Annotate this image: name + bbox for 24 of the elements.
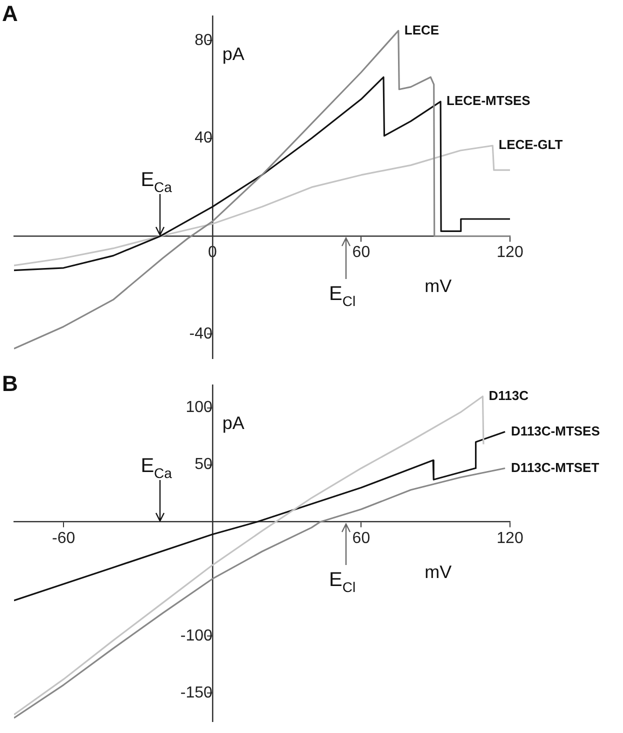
y-tick-label: -100 [180, 627, 212, 644]
y-tick-label: -40 [189, 325, 212, 342]
y-tick-label: 80 [194, 32, 212, 49]
y-axis-title: pA [222, 44, 244, 64]
chart-title: B [2, 371, 18, 396]
y-axis-title: pA [222, 413, 244, 433]
series-label: LECE-MTSES [446, 93, 531, 108]
y-tick-label: 50 [194, 456, 212, 474]
y-tick-label: 100 [186, 399, 212, 416]
series-label: D113C-MTSES [511, 423, 600, 438]
y-tick-label: 40 [194, 130, 212, 147]
x-tick-label: 120 [496, 244, 524, 262]
x-tick-label: 120 [496, 530, 524, 547]
chart-title: A [2, 1, 18, 26]
x-axis-title: mV [424, 562, 452, 582]
series-label: LECE-GLT [498, 137, 563, 152]
x-axis-title: mV [424, 276, 452, 296]
y-tick-label: -150 [180, 684, 212, 702]
x-tick-label: 60 [352, 530, 370, 547]
x-tick-label: 60 [352, 244, 370, 262]
series-label: D113C [488, 388, 530, 403]
series-label: D113C-MTSET [511, 460, 600, 475]
series-label: LECE [404, 22, 440, 38]
x-tick-label: -60 [52, 530, 76, 547]
